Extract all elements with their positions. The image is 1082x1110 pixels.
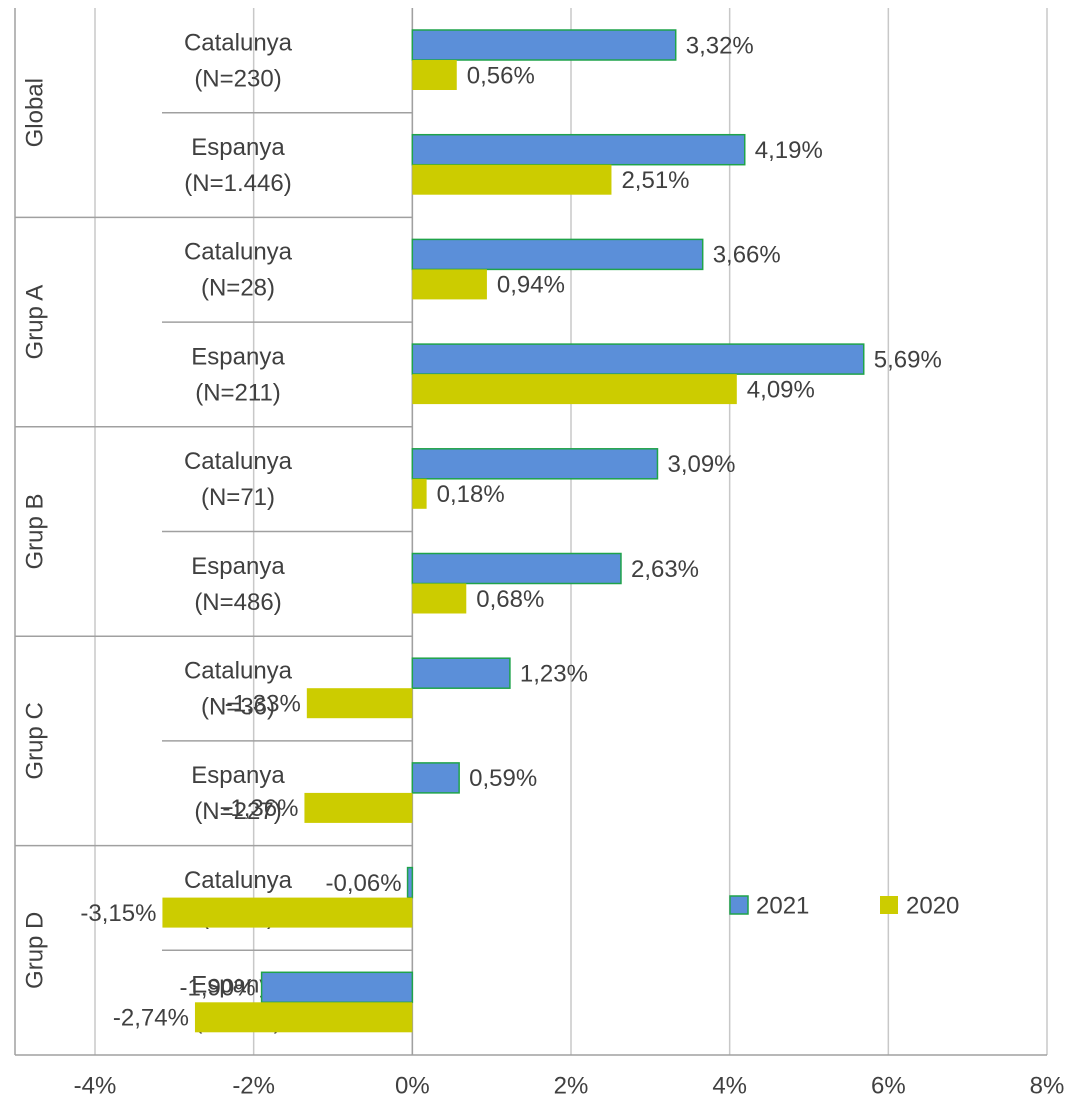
- group-label: Grup B: [21, 493, 48, 569]
- data-label: 0,94%: [497, 272, 565, 299]
- legend-label: 2020: [906, 892, 959, 919]
- bar: [411, 448, 659, 480]
- bar: [411, 29, 677, 61]
- category-label: (N=230): [194, 65, 281, 92]
- group-label: Grup C: [21, 702, 48, 779]
- x-tick-label: 4%: [712, 1072, 747, 1099]
- bar: [412, 164, 612, 195]
- data-label: 5,69%: [874, 346, 942, 373]
- x-tick-label: -4%: [74, 1072, 117, 1099]
- group-label: Grup A: [21, 285, 48, 360]
- category-label: (N=486): [194, 589, 281, 616]
- bar: [412, 374, 737, 405]
- bar: [412, 583, 467, 614]
- data-label: -1,33%: [225, 691, 301, 718]
- data-label: 2,51%: [621, 167, 689, 194]
- data-label: -1,36%: [222, 795, 298, 822]
- bar: [304, 792, 413, 823]
- category-label: (N=1.446): [184, 170, 291, 197]
- category-label: Catalunya: [184, 239, 293, 266]
- x-tick-label: 8%: [1030, 1072, 1065, 1099]
- data-label: 0,18%: [437, 481, 505, 508]
- x-tick-label: -2%: [232, 1072, 275, 1099]
- bar: [411, 238, 704, 271]
- data-label: 4,09%: [747, 376, 815, 403]
- category-label: Espanya: [191, 134, 285, 161]
- data-label: -3,15%: [80, 900, 156, 927]
- category-label: (N=227): [194, 798, 281, 825]
- category-label: (N=28): [201, 275, 275, 302]
- bar: [411, 343, 865, 375]
- data-label: 4,19%: [755, 137, 823, 164]
- category-label: Espanya: [191, 343, 285, 370]
- legend-swatch: [729, 895, 749, 915]
- data-label: 0,68%: [476, 586, 544, 613]
- category-label: Catalunya: [184, 658, 293, 685]
- category-label: Catalunya: [184, 448, 293, 475]
- group-label: Global: [21, 78, 48, 147]
- data-label: 3,66%: [713, 242, 781, 269]
- bar: [260, 971, 414, 1004]
- category-label: (N=36): [201, 694, 275, 721]
- bar: [411, 657, 511, 689]
- bar: [412, 269, 487, 300]
- bar: [306, 688, 413, 719]
- bar: [412, 60, 457, 90]
- bar: [406, 866, 414, 899]
- legend-label: 2021: [756, 892, 809, 919]
- data-label: 0,59%: [469, 765, 537, 792]
- legend-swatch: [880, 896, 898, 914]
- bar: [411, 552, 622, 585]
- category-label: Espanya: [191, 553, 285, 580]
- data-label: -2,74%: [113, 1005, 189, 1032]
- category-label: (N=71): [201, 484, 275, 511]
- data-label: 1,23%: [520, 661, 588, 688]
- bar: [162, 897, 413, 928]
- bar: [412, 478, 427, 509]
- x-tick-label: 6%: [871, 1072, 906, 1099]
- data-label: 2,63%: [631, 556, 699, 583]
- group-label: Grup D: [21, 912, 48, 989]
- category-label: Catalunya: [184, 867, 293, 894]
- x-tick-label: 2%: [554, 1072, 589, 1099]
- data-label: -0,06%: [326, 870, 402, 897]
- bar: [411, 133, 746, 166]
- data-label: 0,56%: [467, 62, 535, 89]
- data-label: 3,09%: [667, 451, 735, 478]
- data-label: -1,90%: [180, 975, 256, 1002]
- data-label: 3,32%: [686, 32, 754, 59]
- x-tick-label: 0%: [395, 1072, 430, 1099]
- category-label: (N=211): [195, 379, 281, 406]
- category-label: Catalunya: [184, 29, 293, 56]
- category-label: Espanya: [191, 762, 285, 789]
- bar: [194, 1002, 413, 1033]
- bar: [411, 762, 460, 794]
